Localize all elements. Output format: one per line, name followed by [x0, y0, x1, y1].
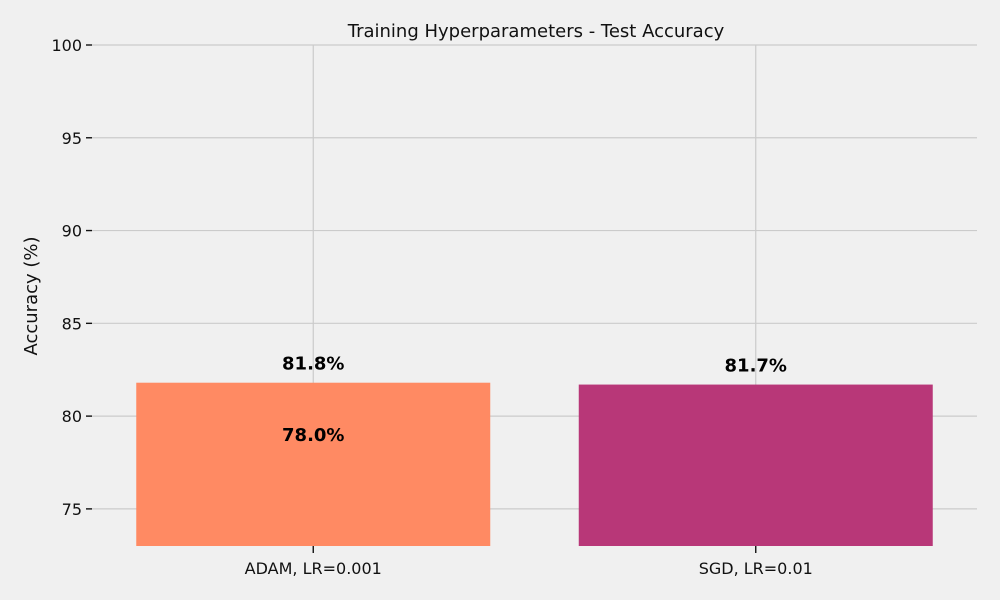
y-tick-label: 100 — [51, 36, 82, 55]
x-tick-label: ADAM, LR=0.001 — [245, 559, 382, 578]
chart-title: Training Hyperparameters - Test Accuracy — [347, 21, 725, 42]
y-tick-label: 95 — [62, 129, 82, 148]
bar — [578, 384, 933, 546]
x-tick-label: SGD, LR=0.01 — [699, 559, 813, 578]
y-tick-label: 80 — [62, 407, 82, 426]
bar-value-label: 81.7% — [725, 356, 787, 377]
y-tick-label: 75 — [62, 500, 82, 519]
bar — [136, 382, 491, 546]
y-tick-label: 85 — [62, 314, 82, 333]
axis-ticks: 75 80 85 90 95 100 ADAM, LR=0.001 SGD, LR=0.01 — [51, 36, 812, 578]
y-axis-label: Accuracy (%) — [21, 236, 42, 355]
y-tick-label: 90 — [62, 222, 82, 241]
data-labels: 81.8% 81.7% 78.0% — [282, 354, 787, 446]
bar-value-label: 81.8% — [282, 354, 344, 375]
bars — [136, 382, 933, 546]
bar-annotation-label: 78.0% — [282, 425, 344, 446]
